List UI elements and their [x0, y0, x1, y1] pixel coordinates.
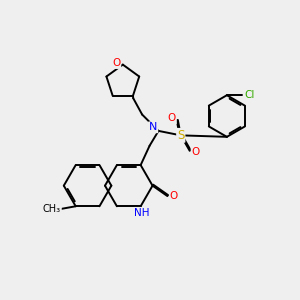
Text: S: S — [177, 129, 184, 142]
Text: O: O — [191, 147, 200, 157]
Text: NH: NH — [134, 208, 150, 218]
Text: N: N — [149, 122, 157, 132]
Text: O: O — [170, 191, 178, 201]
Text: CH₃: CH₃ — [43, 204, 61, 214]
Text: Cl: Cl — [244, 90, 255, 100]
Text: O: O — [112, 58, 120, 68]
Text: O: O — [168, 113, 176, 123]
